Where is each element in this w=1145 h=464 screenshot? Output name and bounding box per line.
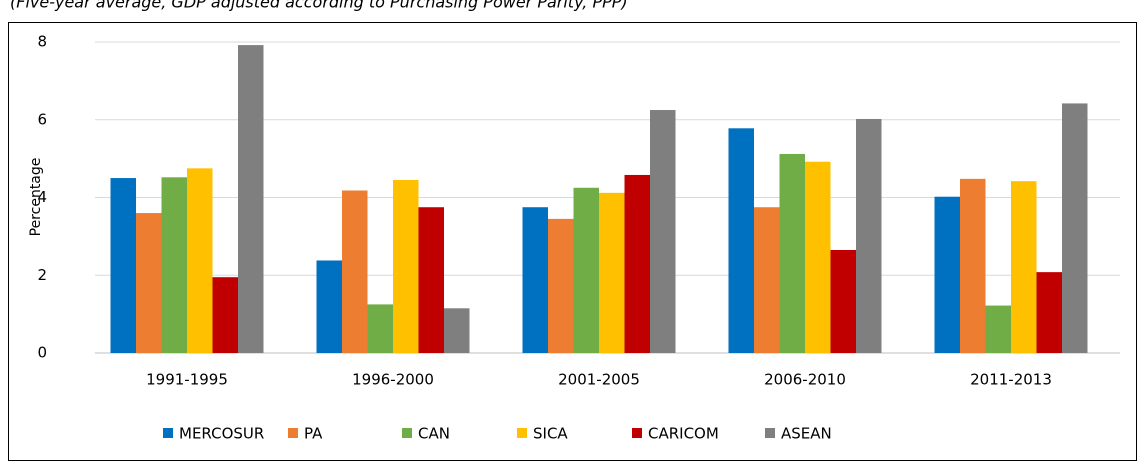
x-tick-label: 2011-2013 (970, 371, 1052, 389)
legend-swatch (765, 428, 775, 438)
bar (1011, 181, 1037, 353)
legend-label: PA (304, 425, 323, 443)
y-tick-label: 0 (37, 344, 47, 362)
bar (1036, 272, 1062, 353)
x-tick-label: 1991-1995 (146, 371, 228, 389)
bar (934, 196, 960, 353)
bar (985, 305, 1011, 353)
bar (444, 308, 470, 353)
bar (367, 304, 393, 353)
bar (418, 207, 444, 353)
x-tick-label: 1996-2000 (352, 371, 434, 389)
bar (393, 180, 419, 353)
bar (342, 190, 368, 353)
y-axis-label: Percentage (28, 158, 44, 237)
legend-swatch (288, 428, 298, 438)
y-tick-label: 4 (37, 188, 47, 206)
bar (650, 110, 676, 353)
bar (830, 249, 856, 353)
y-tick-label: 2 (37, 266, 47, 284)
legend-swatch (402, 428, 412, 438)
bar (548, 218, 574, 353)
bar (161, 177, 187, 353)
legend-label: SICA (533, 425, 568, 443)
bar (754, 207, 780, 353)
bar (238, 45, 264, 354)
legend-label: CARICOM (648, 425, 719, 443)
legend-label: ASEAN (781, 425, 832, 443)
bar (728, 128, 754, 353)
y-tick-label: 6 (37, 110, 47, 128)
bar (599, 192, 625, 353)
bar (960, 178, 986, 353)
bar (136, 213, 162, 353)
bar (187, 168, 213, 353)
bar (779, 153, 805, 353)
legend-label: MERCOSUR (179, 425, 264, 443)
bar (805, 161, 831, 353)
bar (856, 118, 882, 353)
bar (573, 187, 599, 353)
legend-swatch (517, 428, 527, 438)
legend-label: CAN (418, 425, 450, 443)
bar (110, 178, 136, 353)
bar (212, 277, 238, 353)
bar (316, 260, 342, 353)
chart-subtitle: (Five-year average, GDP adjusted accordi… (10, 0, 628, 12)
bar (624, 174, 650, 353)
bar (522, 207, 548, 353)
bar (1062, 103, 1088, 353)
legend-swatch (632, 428, 642, 438)
x-tick-label: 2006-2010 (764, 371, 846, 389)
x-tick-label: 2001-2005 (558, 371, 640, 389)
chart-frame (8, 22, 1137, 461)
y-tick-label: 8 (37, 33, 47, 51)
legend-swatch (163, 428, 173, 438)
